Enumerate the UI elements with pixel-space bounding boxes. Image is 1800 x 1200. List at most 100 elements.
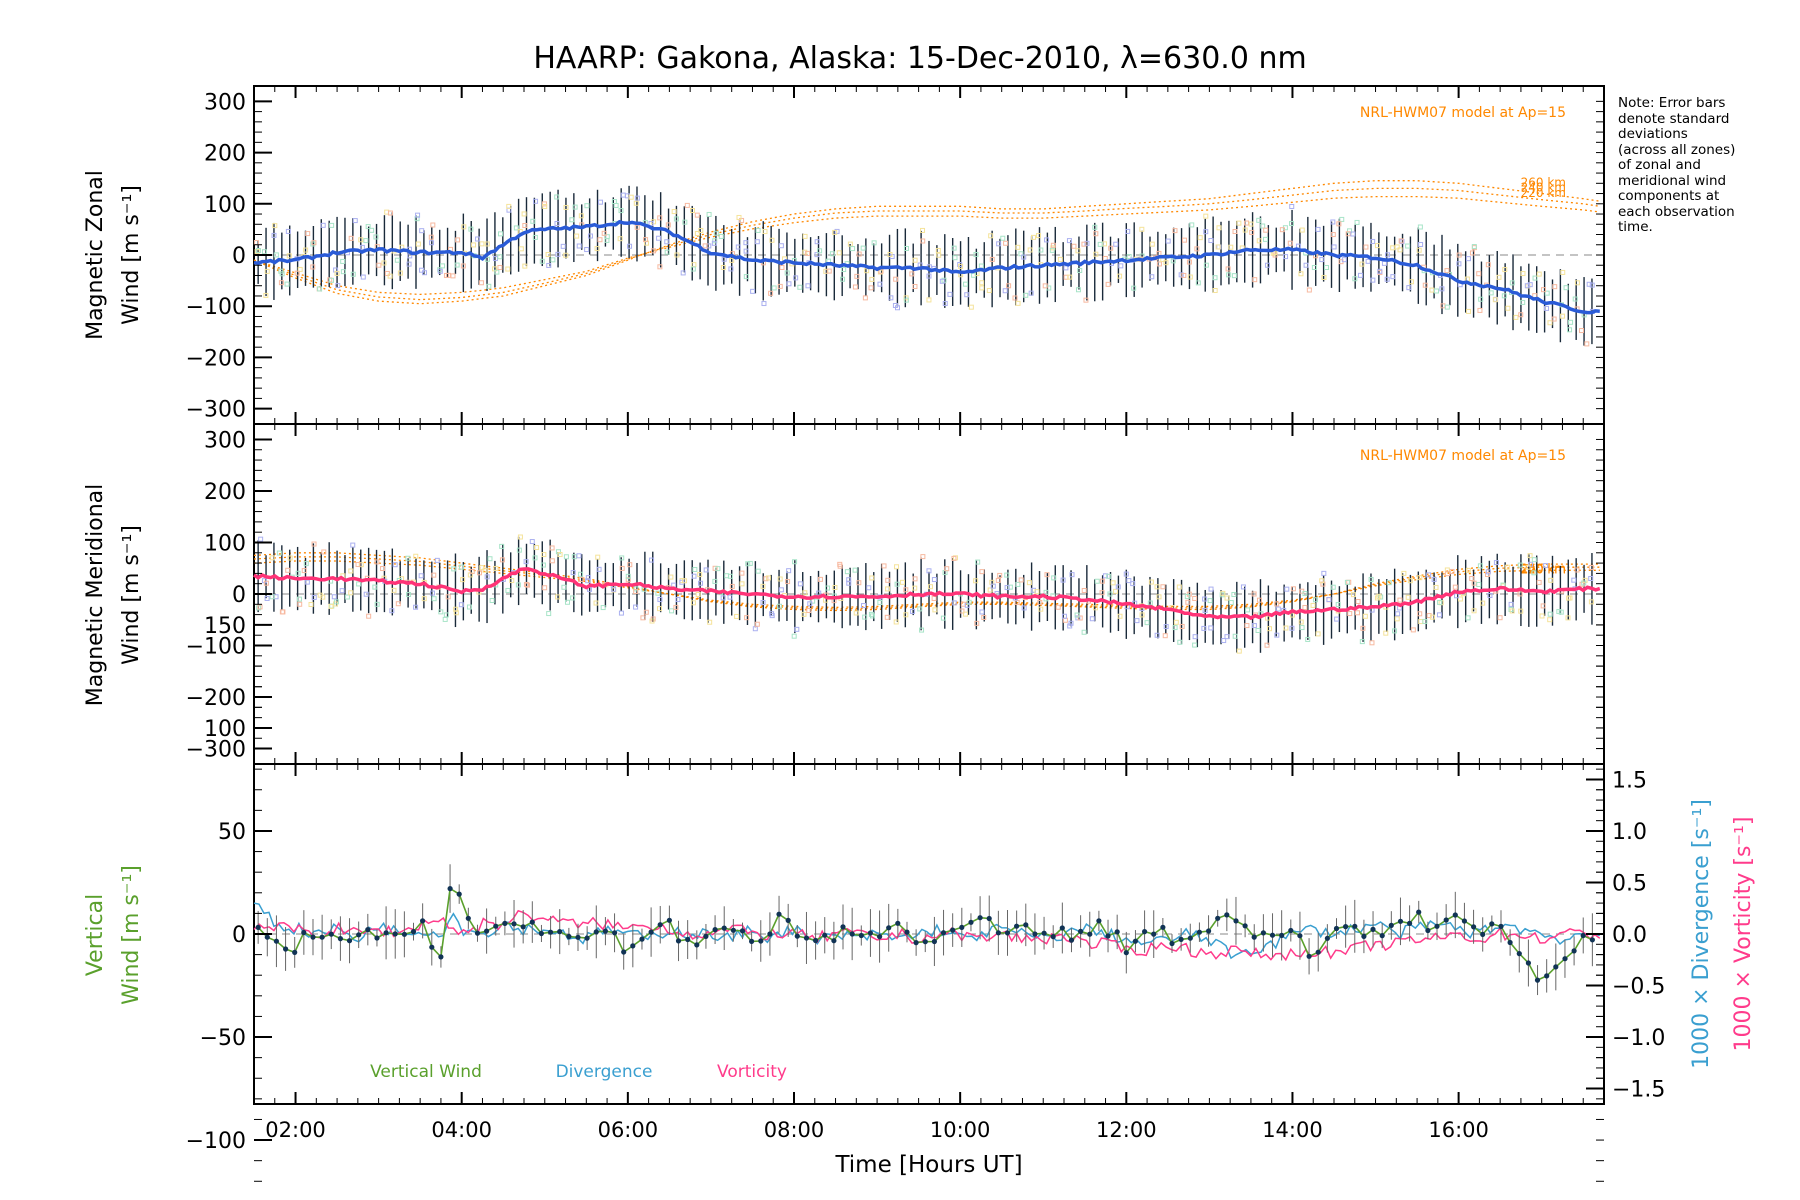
zone-sample — [1202, 596, 1208, 602]
zone-sample — [1571, 577, 1577, 583]
zone-sample — [516, 547, 522, 553]
zone-sample — [600, 605, 606, 611]
zone-sample — [720, 265, 726, 271]
y-tick-label: 150 — [204, 614, 246, 639]
zone-sample — [1248, 221, 1254, 227]
zone-sample — [680, 270, 686, 276]
y-tick-label: 300 — [204, 90, 246, 115]
zone-sample — [421, 596, 427, 602]
zone-sample — [340, 269, 346, 275]
zone-sample — [802, 233, 808, 239]
zone-sample — [365, 224, 371, 230]
zone-sample — [1290, 586, 1296, 592]
vertical-wind-point — [1041, 930, 1047, 936]
zone-sample — [440, 263, 446, 269]
zone-sample — [515, 582, 521, 588]
zone-sample — [1344, 579, 1350, 585]
vertical-wind-point — [785, 917, 791, 924]
zone-sample — [1084, 240, 1090, 246]
zone-sample — [1476, 581, 1482, 587]
zone-sample — [380, 566, 386, 572]
zone-sample — [487, 556, 493, 562]
zone-sample — [1156, 261, 1162, 267]
vertical-wind-point — [1489, 921, 1495, 927]
zone-sample — [1265, 615, 1271, 621]
zone-sample — [264, 268, 270, 274]
vertical-wind-point — [392, 931, 398, 937]
zone-sample — [682, 219, 688, 225]
zone-sample — [1497, 615, 1503, 621]
zone-sample — [1354, 219, 1360, 225]
x-tick-label: 06:00 — [598, 1118, 659, 1142]
zone-sample — [374, 559, 380, 565]
zone-sample — [541, 552, 547, 558]
x-axis-label: Time [Hours UT] — [834, 1152, 1022, 1178]
zone-sample — [1543, 563, 1549, 569]
zone-sample — [1527, 282, 1533, 288]
zone-sample — [1539, 613, 1545, 619]
zone-sample — [484, 241, 490, 247]
zone-sample — [912, 284, 918, 290]
zone-sample — [1256, 238, 1262, 244]
zone-sample — [1240, 584, 1246, 590]
zone-sample — [1386, 580, 1392, 586]
zone-sample — [814, 252, 820, 258]
zone-sample — [747, 560, 753, 566]
zone-sample — [505, 587, 511, 593]
zone-sample — [1279, 227, 1285, 233]
vertical-wind-point — [1507, 939, 1513, 946]
zone-sample — [1330, 219, 1336, 225]
zone-sample — [1363, 244, 1369, 250]
zone-sample — [769, 611, 775, 617]
zone-sample — [1584, 341, 1590, 347]
zone-sample — [920, 227, 926, 233]
zone-sample — [1345, 231, 1351, 237]
zone-sample — [1298, 619, 1304, 625]
zone-sample — [893, 619, 899, 625]
zone-sample — [657, 606, 663, 612]
zone-sample — [1184, 593, 1190, 599]
zone-sample — [634, 195, 640, 201]
zone-sample — [328, 277, 334, 283]
y2-tick-label: 1.5 — [1612, 768, 1647, 793]
vertical-wind-point — [1443, 917, 1449, 923]
zone-sample — [1302, 605, 1308, 611]
zone-sample — [840, 276, 846, 282]
vertical-wind-point — [666, 917, 673, 923]
zone-sample — [801, 611, 807, 617]
zone-sample — [340, 258, 346, 264]
zone-sample — [1068, 620, 1074, 626]
zone-sample — [990, 583, 996, 589]
zone-sample — [561, 584, 567, 590]
zone-sample — [1208, 586, 1214, 592]
zone-sample — [1536, 579, 1542, 585]
zone-sample — [1303, 262, 1309, 268]
zone-sample — [532, 555, 538, 561]
zone-sample — [807, 601, 813, 607]
zone-sample — [995, 577, 1001, 583]
zone-sample — [458, 564, 464, 570]
zone-sample — [1006, 283, 1012, 289]
zone-sample — [1347, 228, 1353, 234]
vertical-wind-point — [566, 933, 572, 940]
zone-sample — [1395, 611, 1401, 617]
vertical-wind-point — [1452, 912, 1458, 918]
zone-sample — [271, 232, 277, 238]
vertical-wind-point — [840, 924, 846, 930]
zone-sample — [1422, 282, 1428, 288]
zone-sample — [697, 572, 703, 578]
zone-sample — [690, 266, 696, 272]
zone-sample — [392, 562, 398, 568]
zone-sample — [664, 249, 670, 255]
zone-sample — [712, 238, 718, 244]
zone-sample — [1405, 594, 1411, 600]
legend-vertical-wind: Vertical Wind — [370, 1062, 482, 1082]
zone-sample — [549, 545, 555, 551]
zone-sample — [1360, 625, 1366, 631]
zone-sample — [1524, 283, 1530, 289]
zone-sample — [1018, 251, 1024, 257]
zone-sample — [1026, 580, 1032, 586]
zone-sample — [540, 562, 546, 568]
y-tick-label: 200 — [204, 480, 246, 505]
zone-sample — [1518, 312, 1524, 318]
